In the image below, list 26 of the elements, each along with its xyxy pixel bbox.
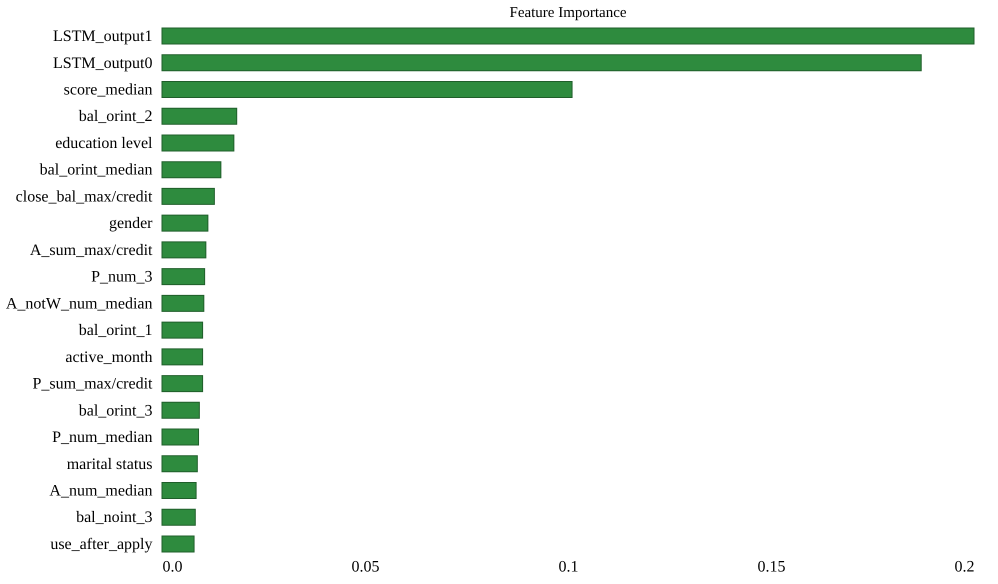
y-tick-label: marital status [66,456,152,473]
y-tick-label: A_sum_max/credit [30,242,154,259]
y-tick-label: gender [108,215,154,232]
x-tick-label: 0.0 [162,558,182,576]
y-tick-label: A_notW_num_median [6,295,152,312]
y-tick-label: A_num_median [49,482,152,500]
y-tick-label: education level [55,134,154,152]
x-tick-label: 0.2 [954,558,974,576]
y-tick-label: P_sum_max/credit [32,376,154,393]
y-tick-label: bal_orint_2 [78,108,152,126]
x-tick-label: 0.1 [558,558,578,576]
y-tick-label: bal_orint_median [40,162,152,179]
x-tick-label: 0.05 [352,558,380,576]
y-tick-label: P_num_3 [91,268,152,286]
y-tick-label: bal_noint_3 [76,509,152,526]
y-tick-label: LSTM_output0 [52,54,152,72]
x-tick-label: 0.15 [758,558,786,576]
y-tick-label: use_after_apply [50,536,152,553]
chart-title: Feature Importance [509,5,627,21]
y-tick-label: bal_orint_1 [78,322,152,340]
y-tick-label: LSTM_output1 [52,28,152,46]
y-tick-label: score_median [64,81,152,98]
y-tick-label: bal_orint_3 [78,402,152,420]
y-tick-label: close_bal_max/credit [16,188,154,206]
y-tick-label: P_num_median [52,429,152,446]
y-tick-label: active_month [65,348,152,366]
